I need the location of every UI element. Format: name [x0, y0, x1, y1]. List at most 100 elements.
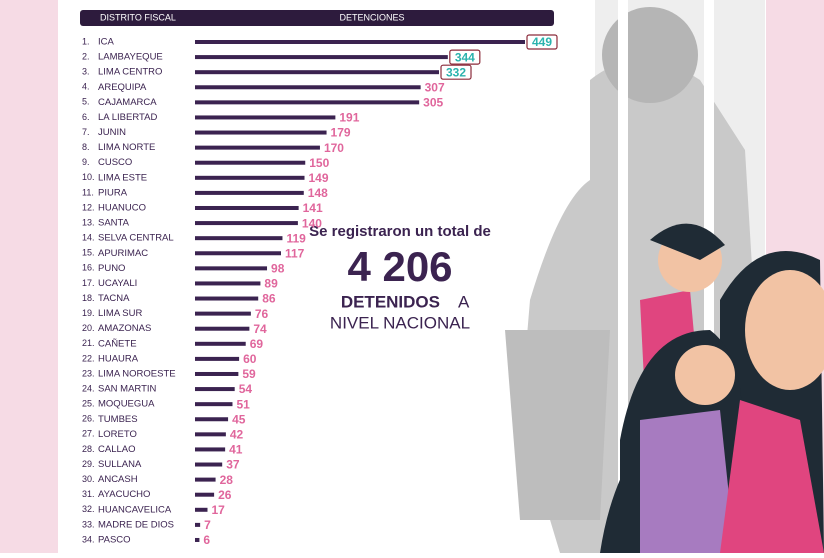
- category-label: AYACUCHO: [98, 489, 150, 500]
- rank-label: 22.: [82, 353, 95, 363]
- value-label-box: [440, 64, 472, 80]
- bar: [195, 55, 448, 60]
- bar: [195, 341, 246, 346]
- value-label: 42: [230, 428, 244, 442]
- value-label-box: [449, 49, 481, 65]
- category-label: PUNO: [98, 263, 125, 274]
- rank-label: 13.: [82, 217, 95, 227]
- rank-label: 28.: [82, 444, 95, 454]
- category-label: MADRE DE DIOS: [98, 519, 174, 530]
- annotation-total: 4 206: [347, 243, 452, 290]
- value-label: 307: [425, 80, 445, 94]
- bar: [195, 507, 208, 512]
- category-label: ANCASH: [98, 474, 138, 485]
- bar: [195, 462, 223, 467]
- value-label: 17: [211, 503, 225, 517]
- header-label: DISTRITO FISCAL: [100, 12, 176, 22]
- rank-label: 4.: [82, 82, 90, 92]
- bar: [195, 221, 298, 226]
- rank-label: 17.: [82, 278, 95, 288]
- value-label: 51: [236, 397, 250, 411]
- category-label: LA LIBERTAD: [98, 112, 157, 123]
- rank-label: 14.: [82, 233, 95, 243]
- category-label: HUANUCO: [98, 203, 146, 214]
- bar: [195, 145, 320, 150]
- category-label: PIURA: [98, 187, 128, 198]
- rank-label: 29.: [82, 459, 95, 469]
- bar: [195, 115, 336, 120]
- category-label: CAÑETE: [98, 338, 137, 349]
- value-label: 74: [253, 322, 267, 336]
- bar: [195, 447, 226, 452]
- rank-label: 3.: [82, 67, 90, 77]
- bar: [195, 387, 235, 392]
- rank-label: 30.: [82, 474, 95, 484]
- value-label: 89: [264, 277, 278, 291]
- value-label: 6: [203, 533, 210, 547]
- value-label: 98: [271, 262, 285, 276]
- rank-label: 12.: [82, 202, 95, 212]
- rank-label: 2.: [82, 51, 90, 61]
- category-label: UCAYALI: [98, 278, 137, 289]
- value-label: 305: [423, 96, 443, 110]
- category-label: LIMA SUR: [98, 308, 142, 319]
- category-label: AREQUIPA: [98, 82, 147, 93]
- value-label: 45: [232, 412, 246, 426]
- category-label: MOQUEGUA: [98, 399, 155, 410]
- category-label: LAMBAYEQUE: [98, 52, 163, 63]
- category-label: CUSCO: [98, 157, 132, 168]
- annotation-line: DETENIDOS: [341, 292, 440, 311]
- value-label: 86: [262, 292, 276, 306]
- bar: [195, 477, 216, 482]
- value-label: 59: [242, 367, 256, 381]
- category-label: SULLANA: [98, 459, 142, 470]
- header-bar: [80, 10, 554, 26]
- category-label: SELVA CENTRAL: [98, 233, 174, 244]
- value-label: 117: [285, 246, 305, 260]
- value-label: 148: [308, 186, 328, 200]
- bar: [195, 266, 268, 271]
- bar: [195, 281, 261, 286]
- illustration: [505, 0, 824, 553]
- rank-label: 10.: [82, 172, 95, 182]
- rank-label: 34.: [82, 534, 95, 544]
- bar: [195, 311, 251, 316]
- bar: [195, 100, 420, 105]
- rank-label: 11.: [82, 187, 94, 197]
- value-label: 344: [455, 50, 475, 64]
- bar: [195, 40, 525, 44]
- bar: [195, 236, 283, 241]
- value-label: 179: [331, 126, 351, 140]
- value-label: 149: [309, 171, 329, 185]
- value-label: 141: [303, 201, 323, 215]
- rank-label: 16.: [82, 263, 95, 273]
- value-label: 28: [220, 473, 234, 487]
- annotation-line: A: [458, 292, 470, 311]
- bar: [195, 492, 215, 497]
- value-label: 191: [339, 111, 359, 125]
- category-label: AMAZONAS: [98, 323, 151, 334]
- rank-label: 6.: [82, 112, 90, 122]
- rank-label: 32.: [82, 504, 95, 514]
- value-label: 76: [255, 307, 269, 321]
- rank-label: 21.: [82, 338, 95, 348]
- value-label: 332: [446, 65, 466, 79]
- annotation-intro: Se registraron un total de: [309, 223, 491, 240]
- bar: [195, 417, 229, 422]
- bar: [195, 326, 250, 331]
- category-label: CALLAO: [98, 444, 136, 455]
- category-label: LIMA ESTE: [98, 172, 147, 183]
- bar: [195, 522, 201, 527]
- value-label: 37: [226, 458, 240, 472]
- rank-label: 19.: [82, 308, 95, 318]
- category-label: SAN MARTIN: [98, 384, 157, 395]
- value-label: 54: [239, 382, 253, 396]
- category-label: HUAURA: [98, 353, 139, 364]
- rank-label: 5.: [82, 97, 90, 107]
- value-label: 140: [302, 216, 322, 230]
- bar: [195, 85, 421, 90]
- category-label: ICA: [98, 37, 115, 48]
- rank-label: 7.: [82, 127, 90, 137]
- bar: [195, 205, 299, 210]
- bar: [195, 160, 306, 165]
